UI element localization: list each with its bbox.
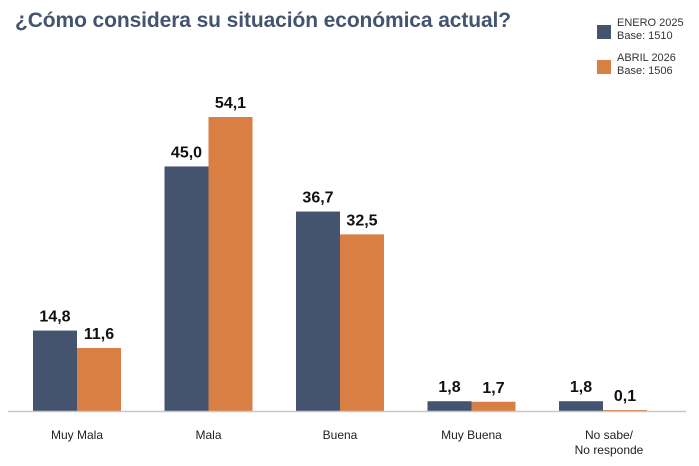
legend-item-abril-2026: ABRIL 2026 Base: 1506 bbox=[597, 52, 676, 78]
bar bbox=[603, 410, 647, 411]
bar bbox=[559, 401, 603, 411]
category-label: Mala bbox=[195, 428, 221, 442]
legend-swatch bbox=[597, 25, 611, 39]
bar bbox=[340, 234, 384, 411]
category-label: Muy Buena bbox=[441, 428, 502, 442]
bar bbox=[33, 330, 77, 411]
legend-label: ENERO 2025 bbox=[617, 17, 684, 29]
legend-label: ABRIL 2026 bbox=[617, 52, 676, 64]
category-label: No sabe/No responde bbox=[575, 428, 644, 457]
data-label: 36,7 bbox=[302, 190, 333, 207]
data-label: 14,8 bbox=[39, 309, 70, 326]
bar bbox=[77, 347, 121, 411]
data-label: 32,5 bbox=[346, 212, 377, 229]
data-label: 54,1 bbox=[215, 95, 246, 112]
legend-item-enero-2025: ENERO 2025 Base: 1510 bbox=[597, 17, 684, 43]
category-label: Muy Mala bbox=[51, 428, 103, 442]
bar bbox=[164, 166, 209, 411]
bar bbox=[296, 211, 340, 411]
bar bbox=[471, 401, 516, 411]
category-label: Buena bbox=[323, 428, 358, 442]
legend-swatch bbox=[597, 60, 611, 74]
chart-title: ¿Cómo considera su situación económica a… bbox=[15, 9, 512, 32]
data-label: 1,8 bbox=[438, 379, 460, 396]
data-label: 0,1 bbox=[614, 388, 636, 405]
bar bbox=[208, 117, 253, 411]
data-label: 11,6 bbox=[84, 326, 114, 343]
bar bbox=[427, 401, 472, 411]
legend-base: Base: 1506 bbox=[617, 65, 673, 77]
legend-base: Base: 1510 bbox=[617, 30, 673, 42]
data-label: 45,0 bbox=[171, 144, 202, 161]
data-label: 1,8 bbox=[570, 379, 592, 396]
data-label: 1,7 bbox=[482, 380, 504, 397]
